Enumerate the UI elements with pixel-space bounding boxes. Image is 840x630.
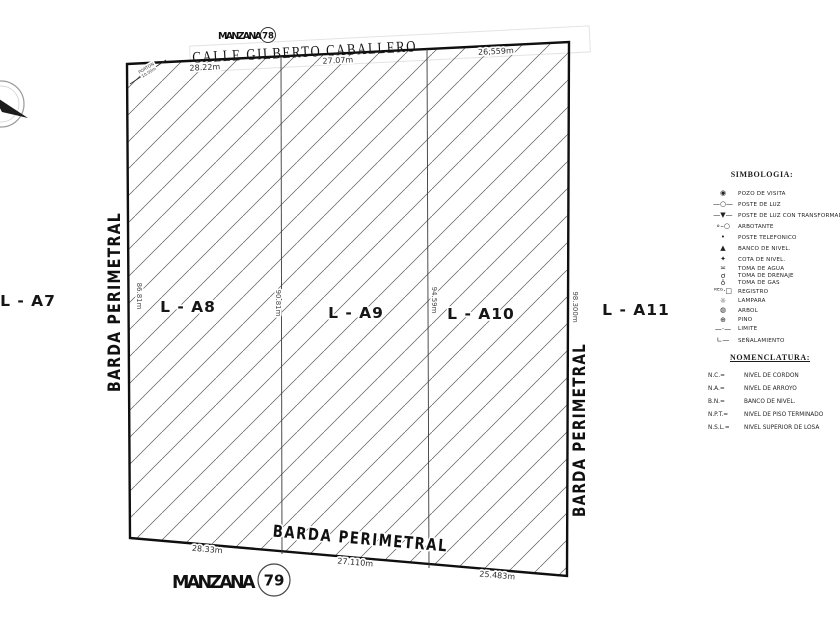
legend-label: PINO: [738, 317, 753, 324]
symbology-legend: SIMBOLOGIA: ◉ POZO DE VISITA —○— POSTE DE …: [708, 170, 840, 347]
manzana-bottom-circle: [257, 563, 291, 597]
legend-row: ∟— SEÑALAMIENTO: [708, 334, 840, 347]
pino-icon: ⊕: [720, 315, 726, 324]
senalamiento-icon: ∟—: [716, 336, 730, 345]
legend-row: ✦ COTA DE NIVEL.: [708, 254, 840, 265]
poste-luz-transformador-icon: —▼—: [713, 211, 733, 219]
lot-label-a8: L - A8: [160, 298, 216, 316]
legend-label: TOMA DE DRENAJE: [738, 273, 794, 280]
legend-label: LAMPARA: [738, 298, 766, 305]
nomenclature-row: N.A.= NIVEL DE ARROYO: [708, 382, 840, 395]
legend-label: TOMA DE AGUA: [738, 265, 785, 272]
abbr: N.C.=: [708, 372, 725, 379]
legend-row: ▲ BANCO DE NIVEL.: [708, 243, 840, 254]
description: NIVEL DE PISO TERMINADO: [744, 411, 824, 418]
description: NIVEL SUPERIOR DE LOSA: [744, 424, 820, 431]
arbol-icon: ◍: [719, 306, 727, 315]
manzana-top-number: 78: [262, 31, 274, 41]
legend-label: POSTE TELEFONICO: [738, 234, 797, 241]
lot-label-a11: L - A11: [602, 301, 670, 319]
nomenclature-panel: NOMENCLATURA: N.C.= NIVEL DE CORDON N.A.=…: [708, 353, 840, 434]
legend-row: ≍ TOMA DE AGUA: [708, 265, 840, 272]
nomenclature-row: N.P.T.= NIVEL DE PISO TERMINADO: [708, 408, 840, 421]
vertical-dim-left: 86.81m: [135, 283, 143, 310]
legend-row: —○— POSTE DE LUZ: [708, 199, 840, 210]
limite-icon: —·—: [714, 324, 732, 333]
symbology-title: SIMBOLOGIA:: [730, 170, 794, 179]
top-dim-3: 26,559m: [478, 46, 514, 57]
legend-row: —▼— POSTE DE LUZ CON TRANSFORMADOR: [708, 210, 840, 221]
registro-icon: ᴿᴱᴳ·□: [713, 287, 733, 296]
legend-label: TOMA DE GAS: [738, 280, 780, 287]
poste-telefonico-icon: •: [720, 233, 726, 241]
abbr: N.S.L.=: [708, 424, 730, 431]
arbotante-icon: ∘–○: [716, 222, 730, 230]
vertical-dim-div1: 90.81m: [274, 290, 282, 317]
symbology-rows: ◉ POZO DE VISITA —○— POSTE DE LUZ —▼— POSTE…: [708, 188, 840, 347]
legend-row: ⊕ PINO: [708, 315, 840, 324]
abbr: B.N.=: [708, 398, 725, 405]
toma-de-drenaje-icon: ơ: [720, 271, 726, 280]
banco-de-nivel-icon: ▲: [720, 244, 726, 252]
vertical-dim-right: 98.300m: [571, 291, 579, 322]
legend-label: COTA DE NIVEL.: [738, 256, 786, 263]
lot-divider-1: [280, 55, 283, 555]
abbr: N.P.T.=: [708, 411, 729, 418]
vertical-dim-div2: 94.59m: [430, 287, 438, 314]
top-dim-1: 28.22m: [189, 62, 220, 73]
legend-row: ◉ POZO DE VISITA: [708, 188, 840, 199]
manzana-bottom-label: MANZANA: [172, 573, 256, 593]
legend-row: —·— LIMITE: [708, 325, 840, 334]
toma-de-agua-icon: ≍: [720, 264, 726, 273]
legend-row: ŏ TOMA DE GAS: [708, 278, 840, 287]
nomenclature-title: NOMENCLATURA:: [729, 353, 811, 362]
legend-label: REGISTRO: [738, 288, 769, 295]
cota-de-nivel-icon: ✦: [720, 255, 726, 263]
bottom-dim-2: 27.110m: [337, 556, 374, 568]
barda-left-label: BARDA PERIMETRAL: [105, 212, 125, 392]
manzana-top-circle: [260, 27, 276, 43]
lot-block-outline: [125, 40, 571, 578]
lot-label-a7: L - A7: [0, 292, 56, 310]
legend-label: ARBOTANTE: [738, 223, 774, 230]
legend-row: • POSTE TELEFONICO: [708, 232, 840, 243]
manzana-bottom-number: 79: [264, 572, 285, 590]
gate-chamfer-line: [129, 59, 167, 85]
toma-de-gas-icon: ŏ: [720, 278, 726, 287]
description: BANCO DE NIVEL.: [744, 398, 796, 405]
nomenclature-rows: N.C.= NIVEL DE CORDON N.A.= NIVEL DE ARROY…: [708, 369, 840, 434]
legend-label: ARBOL: [738, 307, 758, 314]
legend-row: ◍ ARBOL: [708, 306, 840, 315]
legend-row: ☼ LAMPARA: [708, 297, 840, 306]
lot-divider-2: [426, 48, 430, 569]
bottom-dim-3: 25.483m: [479, 569, 516, 581]
bottom-dim-1: 28.33m: [192, 544, 224, 556]
barda-right-label: BARDA PERIMETRAL: [570, 343, 590, 517]
nomenclature-row: N.C.= NIVEL DE CORDON: [708, 369, 840, 382]
legend-label: BANCO DE NIVEL.: [738, 245, 791, 252]
legend-label: SEÑALAMIENTO: [738, 337, 785, 344]
legend-row: ∘–○ ARBOTANTE: [708, 221, 840, 232]
legend-row: ᴿᴱᴳ·□ REGISTRO: [708, 287, 840, 296]
legend-label: POSTE DE LUZ: [738, 201, 781, 208]
pozo-de-visita-icon: ◉: [719, 189, 727, 197]
description: NIVEL DE CORDON: [744, 372, 799, 379]
poste-de-luz-icon: —○—: [712, 200, 734, 208]
lot-label-a9: L - A9: [328, 304, 384, 322]
legend-row: ơ TOMA DE DRENAJE: [708, 272, 840, 279]
nomenclature-row: N.S.L.= NIVEL SUPERIOR DE LOSA: [708, 421, 840, 434]
north-arrow-icon: [0, 80, 28, 128]
description: NIVEL DE ARROYO: [744, 385, 797, 392]
lot-label-a10: L - A10: [447, 305, 515, 323]
abbr: N.A.=: [708, 385, 725, 392]
legend-label: POSTE DE LUZ CON TRANSFORMADOR: [738, 212, 840, 219]
top-dim-2: 27.07m: [322, 55, 353, 66]
lampara-icon: ☼: [719, 296, 727, 305]
legend-label: LIMITE: [738, 326, 758, 333]
legend-label: POZO DE VISITA: [738, 190, 786, 197]
nomenclature-row: B.N.= BANCO DE NIVEL.: [708, 395, 840, 408]
manzana-top-label: MANZANA: [218, 31, 263, 42]
